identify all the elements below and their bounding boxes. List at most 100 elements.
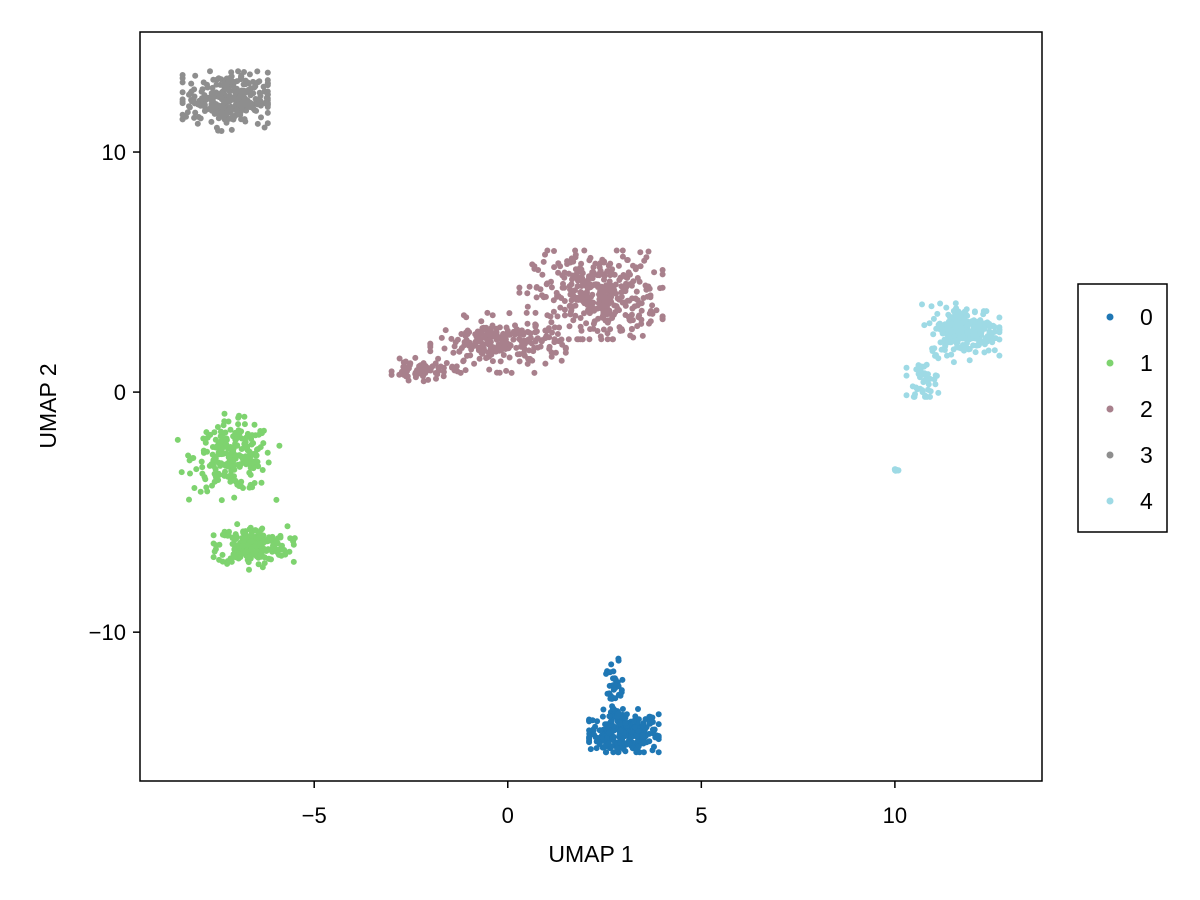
point-cluster-4 <box>903 364 910 371</box>
point-cluster-1 <box>216 451 223 458</box>
point-cluster-2 <box>442 327 449 334</box>
point-cluster-2 <box>565 270 572 277</box>
point-cluster-2 <box>578 260 585 267</box>
point-cluster-0 <box>655 721 662 728</box>
point-cluster-2 <box>532 338 539 345</box>
point-cluster-2 <box>488 351 495 358</box>
point-cluster-2 <box>501 344 508 351</box>
point-cluster-0 <box>608 661 615 668</box>
point-cluster-4 <box>966 346 973 352</box>
point-cluster-4 <box>903 372 910 379</box>
point-cluster-1 <box>211 548 218 555</box>
point-cluster-1 <box>199 464 206 471</box>
legend-item-0: 0 <box>1106 304 1153 330</box>
point-cluster-4 <box>909 383 916 390</box>
point-cluster-2 <box>449 364 455 371</box>
point-cluster-2 <box>551 339 558 346</box>
point-cluster-2 <box>621 285 628 292</box>
point-cluster-1 <box>224 532 231 539</box>
point-cluster-2 <box>542 293 549 300</box>
point-cluster-3 <box>220 81 227 88</box>
point-cluster-2 <box>558 357 565 364</box>
point-cluster-0 <box>586 727 593 734</box>
point-cluster-2 <box>621 299 628 306</box>
point-cluster-2 <box>531 265 538 272</box>
point-cluster-4 <box>926 320 933 327</box>
point-cluster-1 <box>218 460 225 467</box>
point-cluster-1 <box>247 459 254 466</box>
point-cluster-1 <box>232 436 239 443</box>
point-cluster-3 <box>214 110 221 117</box>
point-cluster-4 <box>984 333 991 340</box>
point-cluster-2 <box>462 329 469 336</box>
point-cluster-4 <box>948 339 954 346</box>
point-cluster-0 <box>618 687 625 694</box>
point-cluster-2 <box>626 316 633 323</box>
point-cluster-1 <box>174 436 181 443</box>
point-cluster-0 <box>610 686 617 693</box>
point-cluster-4 <box>936 320 943 327</box>
point-cluster-4 <box>985 347 992 354</box>
point-cluster-2 <box>427 340 434 347</box>
point-cluster-4 <box>961 317 968 324</box>
point-cluster-2 <box>546 345 553 352</box>
point-cluster-2 <box>517 343 524 350</box>
point-cluster-3 <box>225 78 232 85</box>
point-cluster-2 <box>524 320 531 327</box>
point-cluster-2 <box>542 327 549 334</box>
point-cluster-2 <box>636 312 643 319</box>
y-tick-label: 0 <box>114 380 126 405</box>
point-cluster-1 <box>255 463 262 470</box>
point-cluster-3 <box>230 113 236 120</box>
point-cluster-0 <box>604 734 610 741</box>
point-cluster-1 <box>231 494 238 501</box>
point-cluster-3 <box>209 84 216 91</box>
plot-frame <box>139 31 1043 782</box>
point-cluster-2 <box>460 312 467 319</box>
point-cluster-2 <box>607 326 614 333</box>
point-cluster-2 <box>532 329 539 336</box>
point-cluster-2 <box>405 377 412 384</box>
point-cluster-4 <box>955 344 962 351</box>
point-cluster-2 <box>497 358 504 365</box>
point-cluster-2 <box>659 267 666 273</box>
point-cluster-1 <box>223 437 230 443</box>
point-cluster-2 <box>396 355 403 362</box>
point-cluster-4 <box>915 371 922 377</box>
point-cluster-4 <box>996 327 1003 334</box>
point-cluster-2 <box>570 317 577 324</box>
point-cluster-1 <box>213 443 220 450</box>
point-cluster-1 <box>216 471 223 478</box>
point-cluster-4 <box>964 321 971 328</box>
point-cluster-0 <box>626 740 633 747</box>
point-cluster-2 <box>644 293 651 300</box>
point-cluster-3 <box>207 68 213 75</box>
point-cluster-1 <box>248 546 255 553</box>
point-cluster-2 <box>583 320 590 327</box>
point-cluster-2 <box>603 308 610 315</box>
point-cluster-2 <box>601 258 608 265</box>
point-cluster-1 <box>210 540 217 547</box>
point-cluster-1 <box>263 548 270 554</box>
series-0 <box>586 655 662 756</box>
point-cluster-1 <box>237 461 244 468</box>
point-cluster-2 <box>618 289 625 296</box>
point-cluster-2 <box>554 313 561 320</box>
point-cluster-1 <box>187 470 193 477</box>
point-cluster-2 <box>542 360 549 367</box>
point-cluster-3 <box>238 73 245 80</box>
point-cluster-3 <box>179 72 186 78</box>
point-cluster-4 <box>925 376 932 383</box>
point-cluster-1 <box>223 441 229 448</box>
point-cluster-2 <box>631 303 638 310</box>
point-cluster-2 <box>617 327 624 334</box>
point-cluster-2 <box>570 294 577 301</box>
point-cluster-2 <box>527 334 534 341</box>
point-cluster-2 <box>578 327 585 334</box>
point-cluster-4 <box>996 336 1003 343</box>
point-cluster-1 <box>186 496 192 503</box>
point-cluster-2 <box>532 321 539 328</box>
point-cluster-0 <box>606 713 613 720</box>
point-cluster-2 <box>633 288 640 295</box>
